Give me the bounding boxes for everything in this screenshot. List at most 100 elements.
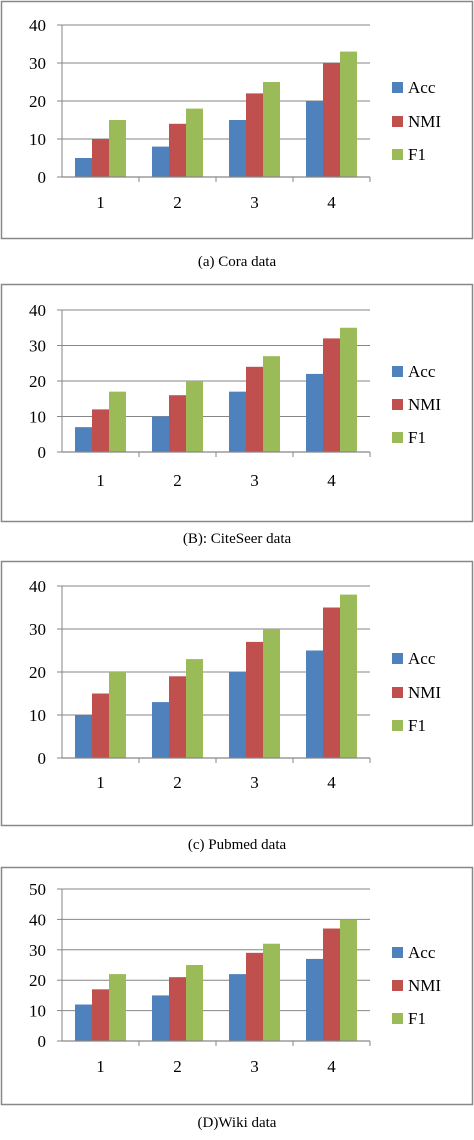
y-tick-label: 10	[29, 706, 46, 725]
bar-f1-3	[263, 629, 280, 758]
y-tick-label: 40	[29, 16, 46, 35]
bar-nmi-1	[92, 693, 109, 758]
y-tick-label: 30	[29, 941, 46, 960]
bar-f1-4	[340, 919, 357, 1041]
bar-acc-3	[229, 974, 246, 1041]
y-tick-label: 30	[29, 337, 46, 356]
bar-nmi-3	[246, 641, 263, 758]
bar-nmi-3	[246, 366, 263, 452]
y-tick-label: 30	[29, 54, 46, 73]
y-tick-label: 20	[29, 663, 46, 682]
bar-chart-citeseer: 0 10 20 30 40 1 2 3 4 Acc NMI F1	[0, 283, 474, 523]
bar-f1-1	[109, 120, 126, 177]
y-tick-label: 0	[38, 168, 47, 187]
bar-nmi-1	[92, 139, 109, 177]
y-tick-label: 40	[29, 301, 46, 320]
bar-nmi-4	[323, 338, 340, 452]
legend-label-acc: Acc	[408, 943, 436, 962]
chart-panel-cora: 0 10 20 30 40 1 2 3 4 Acc NMI F1	[0, 0, 474, 245]
legend-swatch-nmi	[392, 687, 403, 698]
x-tick-label: 4	[327, 773, 336, 792]
bar-f1-3	[263, 943, 280, 1041]
y-tick-label: 10	[29, 130, 46, 149]
bar-acc-1	[75, 427, 92, 452]
bar-f1-2	[186, 381, 203, 452]
bar-acc-2	[152, 702, 169, 758]
legend-label-f1: F1	[408, 716, 426, 735]
bar-f1-2	[186, 108, 203, 177]
legend-swatch-nmi	[392, 116, 403, 127]
chart-panel-pubmed: 0 10 20 30 40 1 2 3 4 Acc NMI F1	[0, 560, 474, 830]
bar-chart-wiki: 0 10 20 30 40 50 1 2 3 4 Acc NMI F1	[0, 866, 474, 1106]
bar-nmi-4	[323, 928, 340, 1041]
bar-acc-4	[306, 958, 323, 1041]
chart-panel-citeseer: 0 10 20 30 40 1 2 3 4 Acc NMI F1	[0, 283, 474, 528]
bar-nmi-2	[169, 676, 186, 758]
bar-acc-1	[75, 158, 92, 177]
x-tick-label: 3	[250, 773, 259, 792]
y-tick-label: 0	[38, 1032, 47, 1051]
bar-nmi-3	[246, 952, 263, 1041]
x-tick-label: 2	[173, 773, 182, 792]
bar-f1-1	[109, 391, 126, 452]
legend-swatch-acc	[392, 366, 403, 377]
caption-citeseer: (B): CiteSeer data	[182, 531, 292, 547]
bar-acc-4	[306, 373, 323, 452]
bar-nmi-4	[323, 607, 340, 758]
y-tick-label: 0	[38, 749, 47, 768]
x-tick-label: 2	[173, 193, 182, 212]
bar-acc-2	[152, 146, 169, 177]
bar-acc-2	[152, 995, 169, 1041]
legend-swatch-nmi	[392, 980, 403, 991]
y-tick-label: 10	[29, 408, 46, 427]
legend-label-nmi: NMI	[408, 112, 441, 131]
caption-cora: (a) Cora data	[197, 254, 277, 270]
legend-label-acc: Acc	[408, 78, 436, 97]
y-tick-label: 40	[29, 577, 46, 596]
bar-acc-3	[229, 672, 246, 758]
y-tick-label: 20	[29, 372, 46, 391]
bar-nmi-3	[246, 93, 263, 177]
x-tick-label: 1	[96, 193, 105, 212]
bar-acc-1	[75, 715, 92, 758]
x-tick-label: 1	[96, 773, 105, 792]
x-tick-label: 2	[173, 471, 182, 490]
y-tick-label: 20	[29, 971, 46, 990]
x-tick-label: 1	[96, 471, 105, 490]
legend-swatch-f1	[392, 1013, 403, 1024]
legend-label-nmi: NMI	[408, 976, 441, 995]
legend-label-f1: F1	[408, 1009, 426, 1028]
bar-nmi-2	[169, 123, 186, 177]
bar-f1-3	[263, 356, 280, 452]
x-tick-label: 3	[250, 471, 259, 490]
x-tick-label: 2	[173, 1057, 182, 1076]
bar-acc-1	[75, 1004, 92, 1041]
legend-swatch-f1	[392, 720, 403, 731]
caption-pubmed: (c) Pubmed data	[187, 837, 287, 853]
bar-nmi-4	[323, 63, 340, 177]
bar-nmi-2	[169, 395, 186, 452]
bar-chart-cora: 0 10 20 30 40 1 2 3 4 Acc NMI F1	[0, 0, 474, 240]
legend-label-f1: F1	[408, 428, 426, 447]
bar-nmi-1	[92, 989, 109, 1041]
bar-nmi-1	[92, 409, 109, 452]
y-tick-label: 40	[29, 910, 46, 929]
legend-swatch-f1	[392, 432, 403, 443]
bar-f1-4	[340, 51, 357, 177]
legend-swatch-acc	[392, 947, 403, 958]
bar-acc-4	[306, 101, 323, 177]
legend-label-nmi: NMI	[408, 683, 441, 702]
legend-label-acc: Acc	[408, 362, 436, 381]
bar-f1-2	[186, 965, 203, 1041]
bar-chart-pubmed: 0 10 20 30 40 1 2 3 4 Acc NMI F1	[0, 560, 474, 827]
bar-f1-1	[109, 672, 126, 758]
bar-f1-4	[340, 594, 357, 758]
y-tick-label: 20	[29, 92, 46, 111]
legend-swatch-f1	[392, 149, 403, 160]
legend-swatch-acc	[392, 653, 403, 664]
x-tick-label: 4	[327, 1057, 336, 1076]
bar-acc-3	[229, 391, 246, 452]
legend-label-acc: Acc	[408, 649, 436, 668]
legend-swatch-nmi	[392, 399, 403, 410]
y-tick-label: 10	[29, 1002, 46, 1021]
